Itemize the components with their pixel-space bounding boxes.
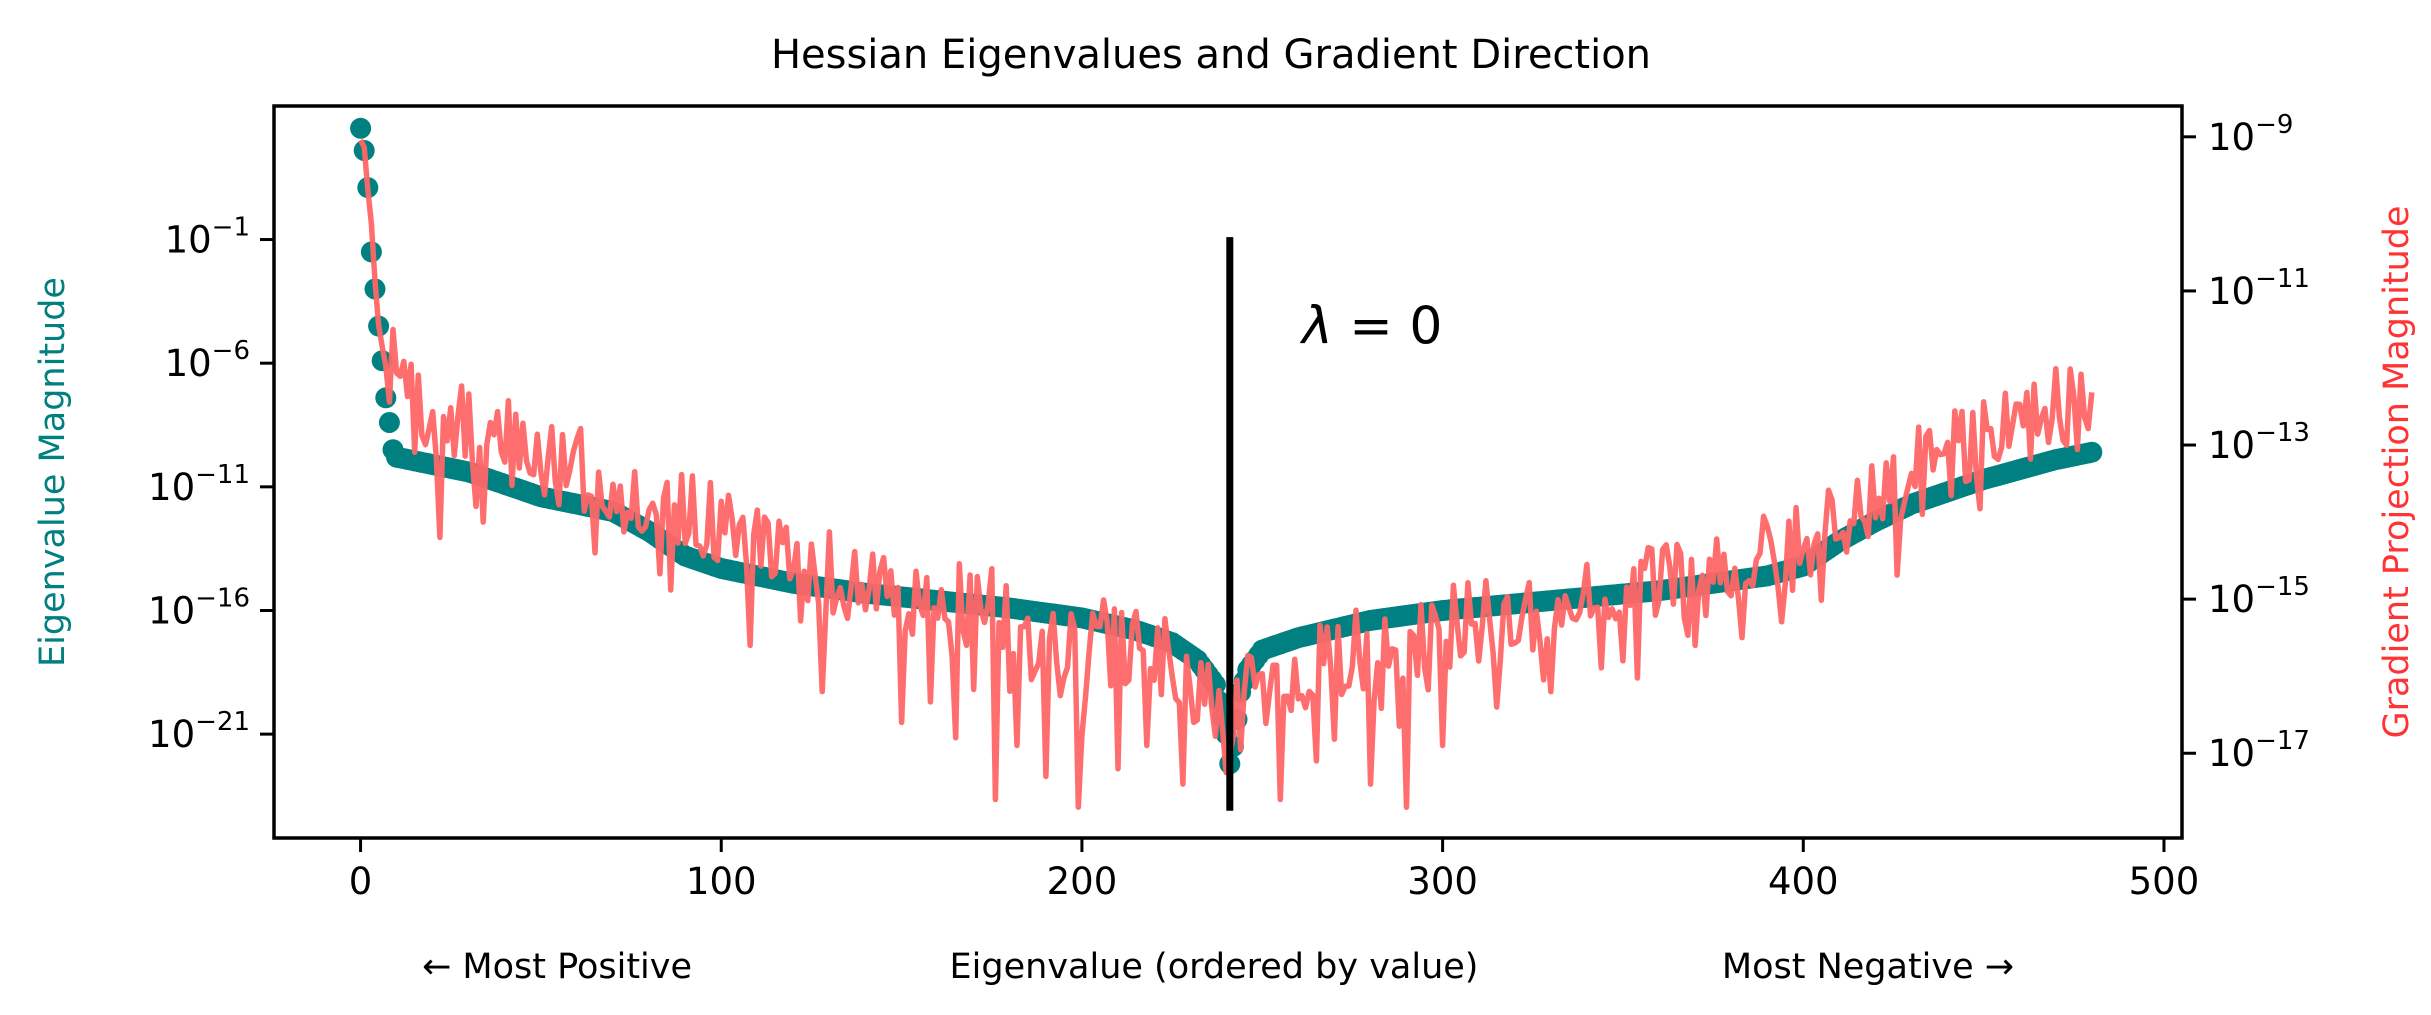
- x-tick-label: 0: [349, 860, 373, 903]
- axis-ticks: 0 100 200 300 400 50010−110−610−1110−1610−211…: [148, 110, 2310, 903]
- tick-base: 10: [2208, 424, 2255, 467]
- tick-base: 10: [2208, 732, 2255, 775]
- lambda-equals-zero: = 0: [1333, 296, 1443, 356]
- tick-base: 10: [148, 589, 195, 632]
- y-right-tick-label: 10−9: [2208, 110, 2293, 159]
- tick-exponent: −13: [2255, 418, 2310, 448]
- eigenvalue-point: [378, 412, 400, 433]
- x-axis-label: Eigenvalue (ordered by value): [950, 947, 1479, 987]
- y-left-tick-label: 10−6: [165, 336, 250, 385]
- tick-exponent: −17: [2255, 726, 2310, 756]
- tick-exponent: −1: [212, 213, 250, 243]
- tick-exponent: −9: [2255, 110, 2293, 140]
- y-left-tick-label: 10−1: [165, 213, 250, 262]
- x-tick-label: 300: [1407, 860, 1478, 903]
- y-right-tick-label: 10−17: [2208, 726, 2310, 775]
- gradient-projection-line: [358, 138, 2095, 810]
- eigenvalue-point: [350, 117, 372, 139]
- plot-area: λ = 0: [350, 117, 2103, 811]
- tick-base: 10: [165, 219, 212, 262]
- y-axis-label-right: Gradient Projection Magnitude: [2377, 205, 2417, 738]
- tick-exponent: −6: [212, 336, 250, 366]
- lambda-zero-annotation: λ = 0: [1299, 296, 1443, 356]
- y-right-tick-label: 10−15: [2208, 572, 2310, 621]
- x-axis-label-left: ← Most Positive: [422, 947, 692, 987]
- y-left-tick-label: 10−16: [148, 583, 250, 632]
- tick-base: 10: [2208, 116, 2255, 159]
- axes-frame: [272, 104, 2184, 840]
- tick-base: 10: [2208, 270, 2255, 313]
- tick-exponent: −11: [2255, 264, 2310, 294]
- tick-base: 10: [165, 342, 212, 385]
- y-right-tick-label: 10−11: [2208, 264, 2310, 313]
- tick-base: 10: [148, 466, 195, 509]
- tick-base: 10: [2208, 578, 2255, 621]
- y-axis-label-left: Eigenvalue Magnitude: [33, 277, 73, 667]
- tick-exponent: −15: [2255, 572, 2310, 602]
- x-tick-label: 100: [686, 860, 757, 903]
- tick-exponent: −21: [195, 707, 250, 737]
- chart-title: Hessian Eigenvalues and Gradient Directi…: [771, 32, 1651, 78]
- tick-base: 10: [148, 713, 195, 756]
- lambda-symbol: λ: [1299, 296, 1333, 356]
- y-left-tick-label: 10−21: [148, 707, 250, 756]
- y-left-tick-label: 10−11: [148, 460, 250, 509]
- x-tick-label: 400: [1768, 860, 1839, 903]
- tick-exponent: −16: [195, 583, 250, 613]
- y-right-tick-label: 10−13: [2208, 418, 2310, 467]
- eigenvalue-point: [2081, 441, 2103, 463]
- x-tick-label: 200: [1047, 860, 1118, 903]
- tick-exponent: −11: [195, 460, 250, 490]
- x-axis-label-right: Most Negative →: [1722, 947, 2014, 987]
- x-tick-label: 500: [2129, 860, 2200, 903]
